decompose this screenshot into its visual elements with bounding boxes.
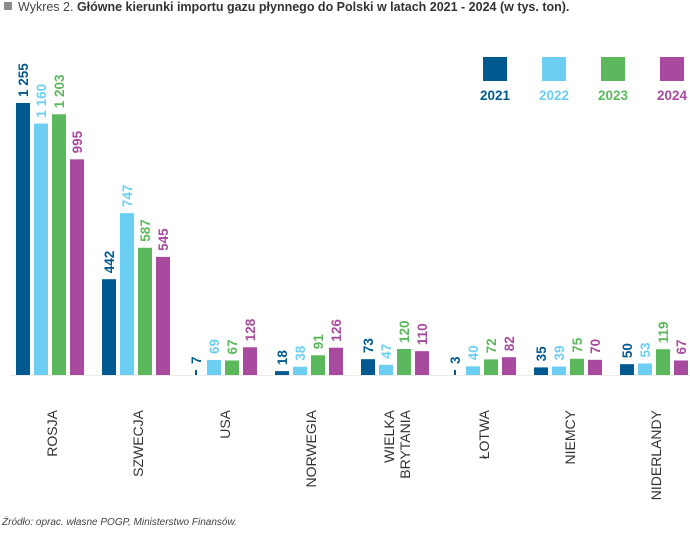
bar-2022-5: [466, 366, 480, 375]
category-label-4-line-1: BRYTANIA: [397, 409, 413, 478]
bar-2023-5: [484, 359, 498, 375]
data-label-2023-1: 587: [138, 219, 153, 242]
data-label-2021-2: 7: [189, 356, 204, 364]
bar-2021-3: [275, 371, 289, 375]
data-label-2023-4: 120: [397, 320, 412, 343]
bar-2021-2: [195, 370, 197, 375]
bar-2024-5: [502, 357, 516, 375]
header-square-icon: [4, 2, 12, 10]
data-label-2024-3: 126: [329, 319, 344, 342]
data-label-2022-5: 40: [466, 345, 481, 360]
data-label-2021-5: 3: [448, 356, 463, 364]
data-label-2023-5: 72: [484, 338, 499, 353]
data-label-2021-4: 73: [361, 338, 376, 354]
chart-title: Główne kierunki importu gazu płynnego do…: [76, 0, 570, 14]
data-label-2023-6: 75: [570, 337, 585, 353]
data-label-2024-1: 545: [156, 228, 171, 251]
category-label-4: WIELKABRYTANIA: [381, 409, 413, 478]
bar-2024-4: [415, 351, 429, 375]
data-label-2024-5: 82: [502, 336, 517, 351]
bar-2023-3: [311, 355, 325, 375]
data-label-2024-0: 995: [70, 130, 85, 153]
header-prefix: Wykres 2.: [18, 0, 74, 14]
bar-2023-6: [570, 358, 584, 375]
data-label-2022-1: 747: [120, 185, 135, 208]
bar-2023-4: [397, 348, 411, 375]
bars-group: [16, 103, 688, 376]
bar-2021-6: [534, 367, 548, 375]
category-label-0: ROSJA: [44, 409, 60, 456]
legend-label-2024: 2024: [657, 88, 688, 103]
bar-2021-5: [454, 370, 456, 375]
legend-label-2021: 2021: [480, 88, 511, 103]
legend-swatch-2023: [601, 57, 625, 81]
bar-2023-0: [52, 114, 66, 376]
bar-2022-0: [34, 123, 48, 376]
bar-2022-4: [379, 364, 393, 375]
data-label-2023-0: 1 203: [52, 74, 67, 108]
data-label-2024-7: 67: [674, 339, 689, 354]
source-note: Źródło: oprac. własne POGP, Ministerstwo…: [2, 517, 237, 528]
data-label-2021-7: 50: [620, 343, 635, 358]
bar-2023-2: [225, 360, 239, 375]
bar-2023-1: [138, 247, 152, 375]
chart-header: Wykres 2. Główne kierunki importu gazu p…: [4, 0, 569, 18]
category-label-4-line-0: WIELKA: [381, 409, 397, 463]
legend: 2021 2022 2023 2024: [480, 57, 688, 103]
category-label-5: ŁOTWA: [476, 409, 492, 459]
bar-2024-7: [674, 360, 688, 375]
category-label-6: NIEMCY: [562, 409, 578, 464]
bar-2024-1: [156, 256, 170, 375]
data-label-2022-0: 1 160: [34, 84, 49, 118]
data-label-2022-7: 53: [638, 342, 653, 358]
data-label-2021-6: 35: [534, 346, 549, 362]
data-label-2024-6: 70: [588, 339, 603, 354]
bar-2022-6: [552, 366, 566, 375]
bar-2022-2: [207, 360, 221, 375]
bar-2022-7: [638, 363, 652, 375]
legend-swatch-2024: [660, 57, 684, 81]
data-label-2023-3: 91: [311, 334, 326, 350]
data-label-2023-7: 119: [656, 321, 671, 343]
category-label-7: NIDERLANDY: [648, 409, 664, 500]
bar-2024-6: [588, 359, 602, 375]
bar-2021-7: [620, 364, 634, 375]
legend-swatch-2022: [542, 57, 566, 81]
data-label-2022-3: 38: [293, 345, 308, 361]
bar-2021-1: [102, 279, 116, 375]
data-label-2022-2: 69: [207, 339, 222, 354]
bar-2021-0: [16, 103, 30, 375]
data-label-2022-4: 47: [379, 344, 394, 359]
bar-2024-0: [70, 159, 84, 375]
bar-2021-4: [361, 359, 375, 375]
category-labels-group: ROSJA SZWECJA USA NORWEGIA WIELKABRYTANIA ŁOT…: [44, 409, 664, 500]
bar-2024-2: [243, 347, 257, 375]
legend-swatch-2021: [483, 57, 507, 81]
data-label-2021-1: 442: [102, 251, 117, 274]
bar-2024-3: [329, 347, 343, 375]
data-label-2024-4: 110: [415, 323, 430, 345]
legend-label-2022: 2022: [539, 88, 569, 103]
data-label-2021-3: 18: [275, 350, 290, 366]
data-label-2021-0: 1 255: [16, 63, 31, 97]
bar-2022-3: [293, 366, 307, 375]
category-label-1: SZWECJA: [130, 409, 146, 477]
bar-2022-1: [120, 213, 134, 375]
data-label-2022-6: 39: [552, 346, 567, 361]
legend-label-2023: 2023: [598, 88, 629, 103]
category-label-3: NORWEGIA: [303, 409, 319, 487]
category-label-2: USA: [217, 409, 233, 438]
bar-2023-7: [656, 349, 670, 375]
data-label-2023-2: 67: [225, 339, 240, 354]
data-label-2024-2: 128: [243, 318, 258, 341]
